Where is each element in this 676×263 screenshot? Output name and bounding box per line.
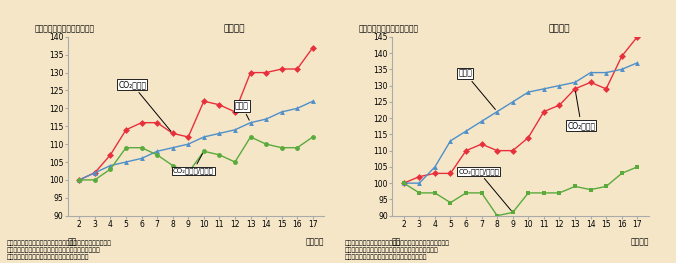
Text: 平成: 平成 xyxy=(392,237,402,246)
Text: 資料）国立環境研究所温室効果ガスインベントリオフィス「日
本の温室効果ガス排出量データ」、（財）省エネルギー
センター「エネルギー・経済統計要覧」より作成: 資料）国立環境研究所温室効果ガスインベントリオフィス「日 本の温室効果ガス排出量… xyxy=(7,240,112,260)
Text: 指数（平成２年度＝１００）: 指数（平成２年度＝１００） xyxy=(34,24,95,33)
Text: 平成: 平成 xyxy=(68,237,77,246)
Text: CO₂排出量/世帯数: CO₂排出量/世帯数 xyxy=(172,154,214,174)
Text: 世帯数: 世帯数 xyxy=(235,101,249,120)
Text: （年度）: （年度） xyxy=(631,237,649,246)
Text: 床面積: 床面積 xyxy=(458,69,496,109)
Text: 資料）国立環境研究所温室効果ガスインベントリオフィス「日
本の温室効果ガス排出量データ」、（財）省エネルギー
センター「エネルギー・経済統計要覧」より作成: 資料）国立環境研究所温室効果ガスインベントリオフィス「日 本の温室効果ガス排出量… xyxy=(345,240,450,260)
Text: 業務部門: 業務部門 xyxy=(548,24,570,33)
Text: （年度）: （年度） xyxy=(306,237,324,246)
Text: 家庭部門: 家庭部門 xyxy=(224,24,245,33)
Text: CO₂排出量: CO₂排出量 xyxy=(118,80,171,131)
Text: CO₂排出量/床面積: CO₂排出量/床面積 xyxy=(458,168,511,210)
Text: CO₂排出量: CO₂排出量 xyxy=(567,92,596,130)
Text: 指数（平成２年度＝１００）: 指数（平成２年度＝１００） xyxy=(359,24,419,33)
